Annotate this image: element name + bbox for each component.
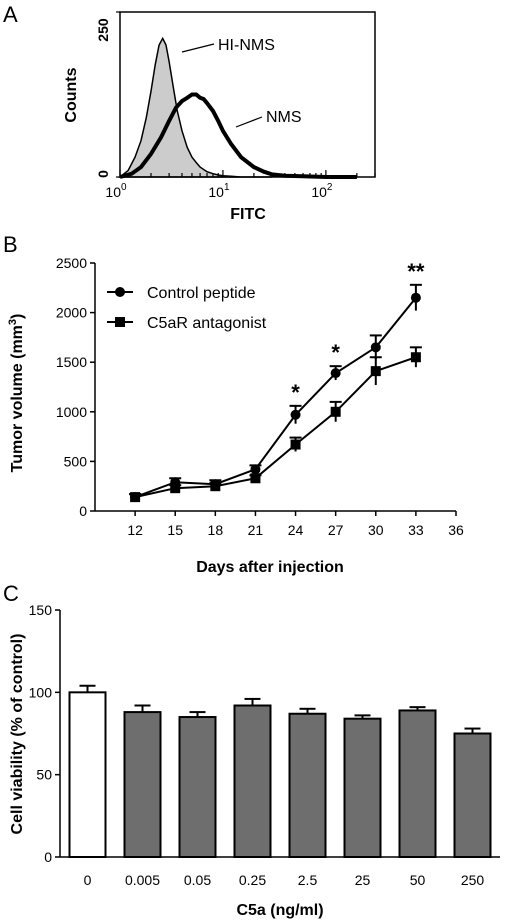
panel-b-ytick-label: 500	[64, 453, 88, 469]
nms-leader	[235, 116, 263, 128]
panel-a-xtick-label: 100	[105, 182, 127, 200]
panel-c-xlabel: C5a (ng/ml)	[236, 902, 323, 919]
panel-a-xtick-base: 10	[105, 184, 121, 200]
hi-nms-histogram	[117, 36, 273, 178]
panel-c-bar-chart: 0 50 100 150 0 0.005 0.05 0.25 2.5 25 50 250	[29, 602, 500, 888]
control-peptide-point	[410, 292, 421, 303]
panel-c-xtick-label: 50	[410, 872, 426, 888]
panel-b-xtick-label: 30	[368, 522, 384, 538]
legend-control-marker	[115, 287, 125, 297]
panel-b-xtick-label: 36	[448, 522, 464, 538]
hi-nms-label: HI-NMS	[218, 37, 275, 54]
bar	[343, 717, 382, 858]
panel-c-ytick-label: 100	[29, 684, 53, 700]
c5ar-antagonist-point	[250, 473, 261, 484]
panel-b-xtick-label: 24	[288, 522, 304, 538]
panel-c-xtick-label: 0.005	[125, 872, 160, 888]
panel-b-ytick-label: 2000	[56, 305, 87, 321]
bar	[123, 711, 162, 858]
bar	[233, 704, 272, 858]
legend-antagonist-label: C5aR antagonist	[147, 315, 267, 332]
significance-marker: *	[331, 340, 340, 365]
panel-a-xtick-exp: 2	[327, 182, 333, 193]
panel-b-ytick-label: 1000	[56, 404, 87, 420]
panel-a-ytick-min: 0	[95, 170, 111, 178]
panel-b-xtick-label: 18	[208, 522, 224, 538]
panel-b-ytick-label: 0	[79, 503, 87, 519]
bar	[398, 709, 437, 858]
panel-c-ytick-label: 150	[29, 602, 53, 618]
panel-a-xlabel: FITC	[230, 206, 266, 223]
panel-b-xtick-label: 21	[248, 522, 264, 538]
panel-c-xtick-label: 0.25	[239, 872, 266, 888]
significance-marker: **	[407, 259, 425, 284]
panel-a-frame	[119, 11, 376, 178]
c5ar-antagonist-point	[330, 406, 341, 417]
panel-c-xtick-label: 25	[355, 872, 371, 888]
c5ar-antagonist-point	[290, 439, 301, 450]
panel-b-ylabel-tail: )	[9, 314, 26, 319]
hi-nms-leader	[181, 43, 215, 53]
panel-a-xtick-exp: 1	[224, 182, 230, 193]
c5ar-antagonist-line	[134, 356, 417, 499]
panel-a-xtick-label: 101	[208, 182, 230, 200]
control-peptide-point	[250, 464, 261, 475]
panel-a-xtick-base: 10	[208, 184, 224, 200]
panel-c-xtick-label: 0.05	[184, 872, 211, 888]
bar	[453, 732, 492, 858]
c5ar-antagonist-point	[210, 481, 221, 492]
panel-letter-c: C	[3, 581, 19, 606]
panel-b-xlabel: Days after injection	[196, 559, 344, 576]
c5ar-antagonist-point	[410, 352, 421, 363]
panel-a-xtick-label: 102	[311, 182, 333, 200]
bar	[288, 712, 327, 858]
bar	[68, 691, 107, 858]
panel-letter-a: A	[3, 2, 18, 27]
c5ar-antagonist-point	[370, 366, 381, 377]
panel-c-xtick-label: 0	[84, 872, 92, 888]
panel-c-xtick-label: 2.5	[298, 872, 318, 888]
panel-c-ylabel: Cell viability (% of control)	[9, 634, 26, 835]
legend-control-label: Control peptide	[147, 285, 256, 302]
panel-b-xtick-label: 12	[127, 522, 143, 538]
panel-b-xtick-label: 33	[408, 522, 424, 538]
panel-b-ytick-label: 2500	[56, 255, 87, 271]
panel-b-ylabel-main: Tumor volume (mm	[9, 325, 26, 472]
nms-label: NMS	[266, 109, 302, 126]
panel-a-xtick-exp: 0	[121, 182, 127, 193]
control-peptide-point	[290, 409, 301, 420]
panel-b-ytick-label: 1500	[56, 354, 87, 370]
legend-antagonist-marker	[115, 317, 125, 327]
control-peptide-point	[370, 342, 381, 353]
panel-letter-b: B	[3, 232, 18, 257]
panel-a-xtick-base: 10	[311, 184, 327, 200]
c5ar-antagonist-point	[130, 492, 141, 503]
panel-c-ytick-label: 50	[36, 767, 52, 783]
c5ar-antagonist-point	[170, 483, 181, 494]
panel-a-ylabel: Counts	[63, 67, 80, 122]
panel-b-ylabel-sup: 3	[7, 319, 19, 325]
panel-c-xtick-label: 250	[461, 872, 485, 888]
significance-marker: *	[291, 380, 300, 405]
panel-a-ytick-max: 250	[95, 18, 111, 42]
nms-histogram	[119, 92, 357, 179]
panel-b-ylabel: Tumor volume (mm3)	[7, 314, 26, 473]
bar	[178, 716, 217, 858]
panel-b-xtick-label: 27	[328, 522, 344, 538]
control-peptide-line	[134, 297, 417, 499]
panel-b-xtick-label: 15	[167, 522, 183, 538]
control-peptide-point	[330, 368, 341, 379]
panel-c-ytick-label: 0	[44, 849, 52, 865]
